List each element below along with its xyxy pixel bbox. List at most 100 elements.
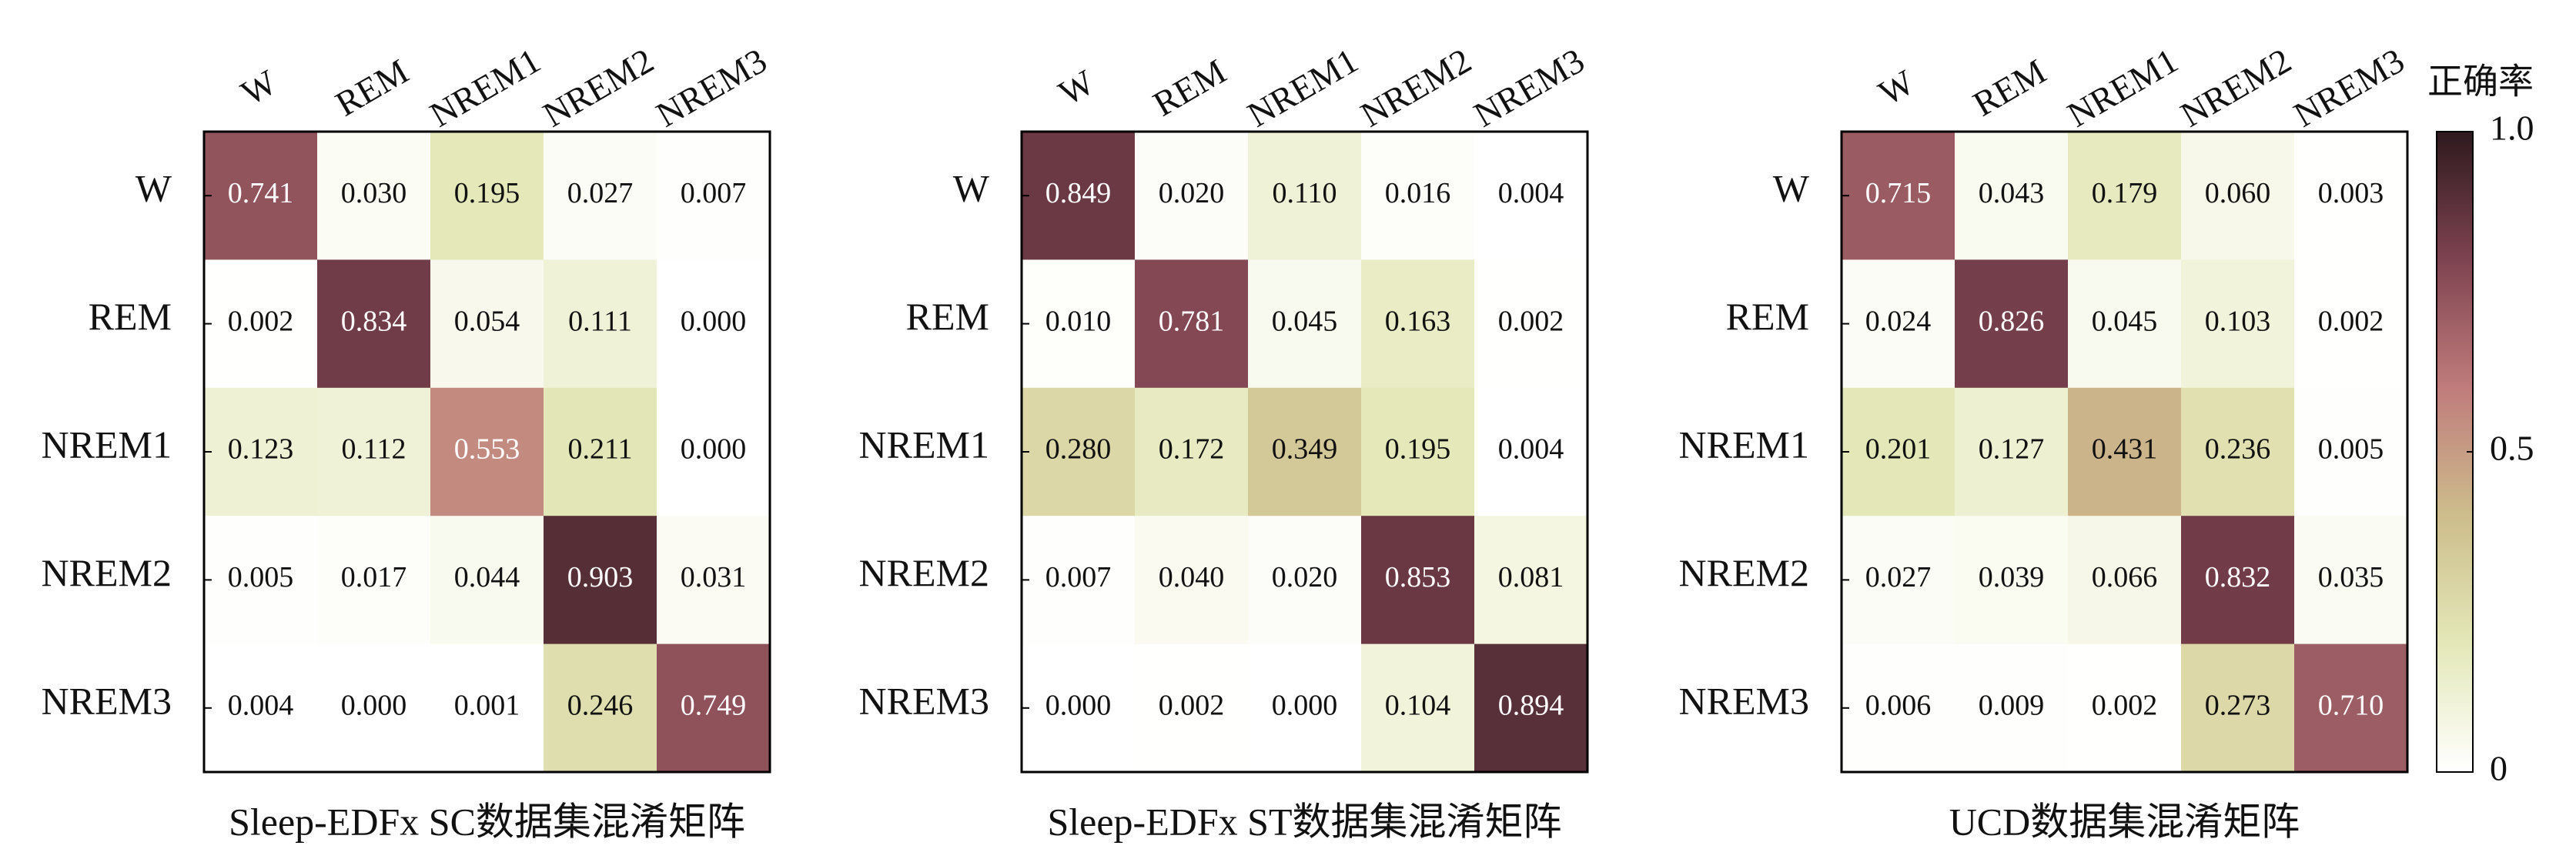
heatmap-cell	[317, 259, 431, 389]
y-tick-label: NREM2	[1679, 551, 1809, 594]
y-tick-label: NREM1	[1679, 423, 1809, 466]
heatmap-cell	[2294, 516, 2408, 645]
cell-label: 0.000	[341, 690, 407, 722]
heatmap-cell	[1248, 259, 1362, 389]
y-tick-label: NREM3	[42, 679, 172, 722]
heatmap-cell	[544, 132, 657, 260]
heatmap-cell	[1842, 132, 1955, 260]
x-tick-label: NREM3	[1467, 41, 1591, 135]
cell-label: 0.002	[2092, 690, 2158, 722]
heatmap-cell	[2294, 259, 2408, 389]
y-tick-label: W	[135, 167, 172, 210]
cell-label: 0.002	[228, 305, 294, 337]
cell-label: 0.163	[1385, 305, 1451, 337]
cell-label: 0.030	[341, 177, 407, 209]
cell-label: 0.832	[2205, 561, 2271, 593]
cell-label: 0.020	[1272, 561, 1338, 593]
cell-label: 0.005	[2318, 433, 2384, 466]
heatmap-cell	[1842, 259, 1955, 389]
cell-label: 0.024	[1865, 305, 1932, 337]
cell-label: 0.431	[2092, 433, 2158, 466]
x-tick-label: W	[234, 62, 283, 112]
heatmap-cell	[2294, 132, 2408, 260]
cell-label: 0.002	[2318, 305, 2384, 337]
cell-label: 0.010	[1045, 305, 1112, 337]
heatmap-cell	[1955, 132, 2069, 260]
cell-label: 0.007	[1045, 561, 1112, 593]
cell-label: 0.040	[1159, 561, 1225, 593]
heatmap-cell	[1248, 643, 1362, 773]
heatmap-cell	[657, 643, 771, 773]
heatmap-cell	[2068, 643, 2182, 773]
cell-label: 0.066	[2092, 561, 2158, 593]
cell-label: 0.007	[681, 177, 747, 209]
heatmap-cell	[1361, 132, 1475, 260]
cell-label: 0.039	[1979, 561, 2045, 593]
heatmap-cell	[204, 643, 318, 773]
heatmap-cell	[2181, 516, 2295, 645]
heatmap-cell	[430, 132, 544, 260]
colorbar-tick-label: 1.0	[2490, 109, 2534, 148]
heatmap-cell	[317, 132, 431, 260]
y-tick-label: NREM3	[1679, 679, 1809, 722]
cell-label: 0.849	[1045, 177, 1112, 209]
heatmap-cell	[317, 643, 431, 773]
chart-title: Sleep-EDFx SC数据集混淆矩阵	[229, 800, 745, 843]
y-tick-label: NREM2	[42, 551, 172, 594]
heatmap-cell	[2068, 516, 2182, 645]
heatmap-cell	[1955, 643, 2069, 773]
heatmap-cell	[1361, 387, 1475, 516]
heatmap-cell	[204, 259, 318, 389]
cell-label: 0.000	[681, 433, 747, 466]
cell-label: 0.246	[567, 690, 634, 722]
heatmap-cell	[317, 516, 431, 645]
cell-label: 0.195	[1385, 433, 1451, 466]
heatmap-cell	[1022, 132, 1136, 260]
cell-label: 0.031	[681, 561, 747, 593]
cell-label: 0.004	[228, 690, 294, 722]
y-tick-label: NREM1	[42, 423, 172, 466]
heatmap-cell	[544, 259, 657, 389]
heatmap-cell	[2068, 132, 2182, 260]
cell-label: 0.894	[1498, 690, 1564, 722]
cell-label: 0.553	[454, 433, 520, 466]
heatmap-cell	[2181, 132, 2295, 260]
heatmap-cell	[1361, 516, 1475, 645]
cell-label: 0.016	[1385, 177, 1451, 209]
cell-label: 0.000	[1045, 690, 1112, 722]
cell-label: 0.195	[454, 177, 520, 209]
heatmap-cell	[1135, 516, 1249, 645]
cell-label: 0.004	[1498, 177, 1564, 209]
cell-label: 0.715	[1865, 177, 1932, 209]
heatmap-cell	[204, 516, 318, 645]
heatmap-cell	[657, 132, 771, 260]
heatmap-cell	[544, 387, 657, 516]
heatmap-cell	[657, 259, 771, 389]
cell-label: 0.781	[1159, 305, 1225, 337]
cell-label: 0.004	[1498, 433, 1564, 466]
heatmap-cell	[1361, 643, 1475, 773]
cell-label: 0.179	[2092, 177, 2158, 209]
colorbar-tick-label: 0	[2490, 749, 2507, 788]
heatmap-cell	[1474, 387, 1588, 516]
cell-label: 0.000	[681, 305, 747, 337]
y-tick-label: NREM1	[859, 423, 989, 466]
heatmap-cell	[1022, 259, 1136, 389]
heatmap-cell	[430, 387, 544, 516]
heatmap-cell	[1022, 387, 1136, 516]
cell-label: 0.112	[341, 433, 406, 466]
heatmap-cell	[2294, 643, 2408, 773]
heatmap-cell	[2181, 259, 2295, 389]
heatmap-cell	[204, 132, 318, 260]
heatmap-cell	[1955, 516, 2069, 645]
x-tick-label: W	[1052, 62, 1101, 112]
heatmap-cell	[1955, 387, 2069, 516]
y-tick-label: REM	[906, 295, 989, 338]
cell-label: 0.035	[2318, 561, 2384, 593]
x-tick-label: NREM1	[1241, 41, 1365, 135]
cell-label: 0.749	[681, 690, 747, 722]
cell-label: 0.280	[1045, 433, 1112, 466]
heatmap-cell	[2294, 387, 2408, 516]
y-tick-label: W	[953, 167, 990, 210]
